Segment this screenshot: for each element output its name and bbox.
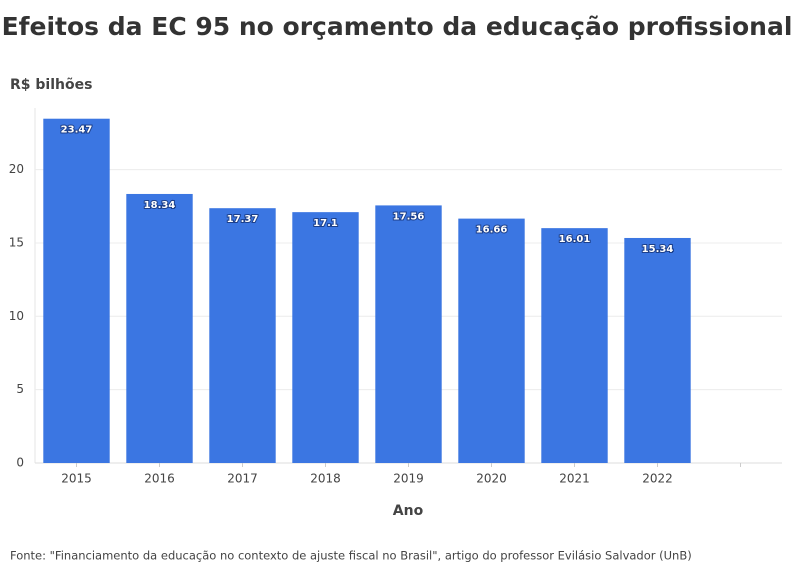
x-tick-label: 2017 (227, 472, 258, 486)
x-tick-label: 2021 (559, 472, 590, 486)
bar (209, 208, 276, 463)
value-label: 17.37 (227, 214, 259, 225)
value-label: 15.34 (642, 244, 674, 255)
bar (126, 193, 193, 463)
bar (43, 118, 110, 463)
value-label: 17.56 (393, 211, 425, 222)
bar (292, 212, 359, 463)
value-label: 18.34 (144, 200, 176, 211)
x-tick-label: 2019 (393, 472, 424, 486)
value-label: 16.66 (476, 225, 508, 236)
x-tick-label: 2022 (642, 472, 673, 486)
bar (541, 228, 608, 463)
bar (375, 205, 442, 463)
y-tick-label: 5 (16, 382, 24, 396)
bar (624, 237, 691, 463)
x-tick-label: 2015 (61, 472, 92, 486)
x-axis-label: Ano (393, 503, 424, 519)
bar (458, 218, 525, 463)
value-label: 17.1 (313, 218, 338, 229)
x-tick-label: 2018 (310, 472, 341, 486)
y-axis-label: R$ bilhões (10, 77, 92, 93)
y-tick-label: 20 (9, 162, 24, 176)
value-label: 16.01 (559, 234, 591, 245)
y-tick-label: 10 (9, 309, 24, 323)
source-note: Fonte: "Financiamento da educação no con… (10, 549, 692, 563)
x-tick-label: 2020 (476, 472, 507, 486)
y-tick-label: 0 (16, 456, 24, 470)
value-label: 23.47 (61, 125, 93, 136)
x-tick-label: 2016 (144, 472, 175, 486)
chart-title: Efeitos da EC 95 no orçamento da educaçã… (2, 12, 793, 41)
y-tick-label: 15 (9, 235, 24, 249)
